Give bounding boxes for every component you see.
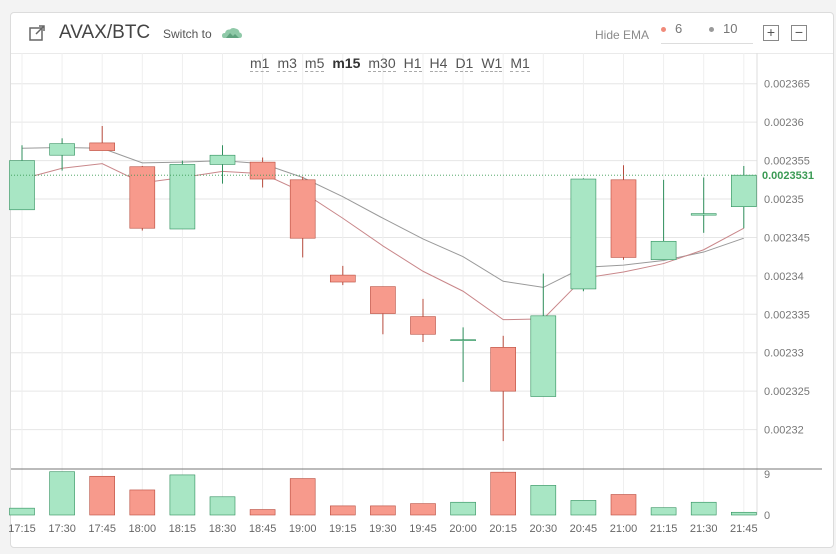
x-tick-label: 21:15 [650, 523, 678, 535]
volume-tick-label: 9 [764, 469, 770, 481]
candle-body [370, 286, 396, 314]
candle-body [530, 315, 557, 397]
x-tick-label: 20:15 [489, 523, 517, 535]
x-tick-label: 18:45 [249, 523, 277, 535]
candle-body [570, 178, 597, 290]
candle-body [249, 161, 276, 180]
candle-body [410, 316, 436, 335]
y-tick-label: 0.002325 [764, 386, 810, 398]
volume-bar [410, 503, 436, 516]
volume-bar [370, 505, 396, 516]
volume-bar [49, 471, 75, 516]
y-tick-label: 0.002365 [764, 79, 810, 91]
ema-6-field[interactable]: 6 [661, 21, 709, 44]
x-tick-label: 19:15 [329, 523, 357, 535]
y-tick-label: 0.00232 [764, 425, 804, 437]
candle-body [129, 166, 156, 229]
y-tick-label: 0.00233 [764, 348, 804, 360]
pair-title: AVAX/BTC [59, 22, 151, 43]
volume-bar [249, 509, 276, 516]
candle-body [169, 164, 196, 230]
volume-bar [129, 489, 156, 516]
interval-M1[interactable]: M1 [510, 55, 530, 72]
volume-bar [650, 507, 677, 516]
candle-body [610, 179, 637, 258]
volume-bar [610, 494, 637, 516]
ema-6-color-dot [661, 27, 666, 33]
volume-bar [9, 507, 35, 516]
interval-m30[interactable]: m30 [368, 55, 396, 72]
x-tick-label: 20:00 [449, 523, 477, 535]
chart-header: AVAX/BTC Switch to Hide EMA 6 10 + − [11, 13, 833, 54]
zoom-in-button[interactable]: + [763, 25, 779, 41]
candle-body [650, 240, 677, 261]
y-tick-label: 0.00236 [764, 117, 804, 129]
current-price-label: 0.0023531 [762, 170, 814, 182]
candle-body [289, 179, 316, 239]
volume-bar [169, 474, 196, 516]
volume-bar [209, 496, 236, 516]
ema-6-value: 6 [675, 21, 683, 36]
candle-body [9, 160, 35, 211]
x-tick-label: 20:30 [530, 523, 558, 535]
interval-D1[interactable]: D1 [455, 55, 474, 72]
x-tick-label: 17:30 [48, 523, 76, 535]
volume-bar [570, 500, 597, 516]
zoom-out-button[interactable]: − [791, 25, 807, 41]
hide-ema-button[interactable]: Hide EMA [595, 28, 650, 42]
y-tick-label: 0.002335 [764, 309, 810, 321]
ema-10-color-dot [709, 27, 714, 33]
x-tick-label: 19:45 [409, 523, 437, 535]
expand-icon[interactable] [29, 25, 45, 41]
x-tick-label: 17:45 [88, 523, 116, 535]
candle-body [329, 274, 356, 283]
x-tick-label: 19:30 [369, 523, 397, 535]
candle-body [490, 347, 517, 392]
x-tick-label: 19:00 [289, 523, 317, 535]
candle-body [450, 339, 476, 341]
x-tick-label: 18:15 [169, 523, 197, 535]
volume-bar [89, 475, 115, 516]
candle-body [49, 143, 75, 156]
switch-to-label[interactable]: Switch to [163, 27, 212, 41]
interval-m15[interactable]: m15 [332, 55, 361, 71]
candle-body [730, 174, 757, 208]
ema-10-line [21, 147, 744, 288]
chart-card: AVAX/BTC Switch to Hide EMA 6 10 + − [10, 12, 834, 548]
candle-body [209, 154, 236, 165]
interval-m1[interactable]: m1 [250, 55, 270, 72]
interval-W1[interactable]: W1 [481, 55, 503, 72]
candle-body [89, 142, 115, 151]
volume-bar [530, 485, 557, 516]
interval-m5[interactable]: m5 [304, 55, 325, 72]
volume-bar [690, 501, 717, 516]
y-tick-label: 0.00234 [764, 271, 804, 283]
y-tick-label: 0.002355 [764, 156, 810, 168]
x-tick-label: 21:45 [730, 523, 758, 535]
volume-tick-label: 0 [764, 510, 770, 522]
x-tick-label: 17:15 [8, 523, 36, 535]
volume-bar [289, 478, 316, 516]
volume-bar [490, 471, 517, 516]
x-tick-label: 18:30 [209, 523, 237, 535]
ema-10-value: 10 [723, 21, 738, 36]
ema-10-field[interactable]: 10 [709, 21, 753, 44]
x-tick-label: 20:45 [570, 523, 598, 535]
x-tick-label: 21:30 [690, 523, 718, 535]
volume-bar [329, 505, 356, 516]
interval-H1[interactable]: H1 [403, 55, 422, 72]
cloud-mountain-icon[interactable] [221, 26, 243, 40]
y-tick-label: 0.00235 [764, 194, 804, 206]
candle-body [690, 213, 717, 216]
volume-bar [730, 511, 757, 516]
interval-H4[interactable]: H4 [429, 55, 448, 72]
interval-m3[interactable]: m3 [277, 55, 297, 72]
x-tick-label: 21:00 [610, 523, 638, 535]
x-tick-label: 18:00 [129, 523, 157, 535]
y-tick-label: 0.002345 [764, 232, 810, 244]
volume-bar [450, 501, 476, 516]
interval-selector: m1 m3 m5 m15 m30 H1 H4 D1 W1 M1 [250, 55, 538, 72]
